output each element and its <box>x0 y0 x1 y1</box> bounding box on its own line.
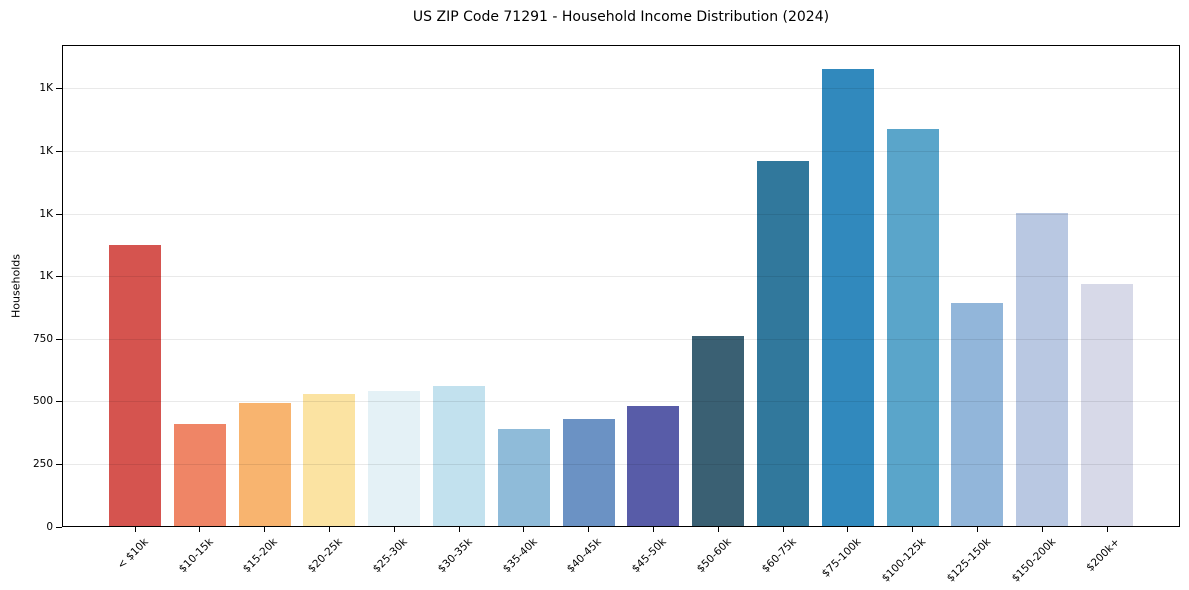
x-tick-mark <box>912 527 914 532</box>
x-tick-mark <box>523 527 525 532</box>
x-tick-label: $100-125k <box>879 536 929 585</box>
y-tick-label: 750 <box>32 332 53 345</box>
y-axis-label: Households <box>9 254 23 318</box>
gridline <box>62 276 1180 278</box>
y-tick-mark <box>56 401 62 403</box>
x-tick-mark <box>976 527 978 532</box>
bar <box>1081 284 1133 527</box>
y-tick-mark <box>56 88 62 90</box>
x-tick-mark <box>588 527 590 532</box>
bar <box>497 429 550 527</box>
bar <box>173 424 226 527</box>
x-tick-mark <box>782 527 784 532</box>
y-tick-mark <box>56 526 62 528</box>
x-tick-label: $25-30k <box>370 536 410 576</box>
gridline <box>62 213 1180 215</box>
x-tick-label: $200k+ <box>1084 536 1123 574</box>
y-tick-mark <box>56 463 62 465</box>
x-tick-mark <box>134 527 136 532</box>
x-tick-mark <box>458 527 460 532</box>
x-tick-mark <box>847 527 849 532</box>
x-tick-label: $10-15k <box>176 536 216 576</box>
y-tick-label: 1K <box>39 207 53 220</box>
chart-title: US ZIP Code 71291 - Household Income Dis… <box>412 9 830 25</box>
y-tick-label: 0 <box>46 520 53 533</box>
x-tick-label: $50-60k <box>694 536 734 576</box>
bar <box>562 419 615 527</box>
bar <box>821 68 874 527</box>
x-tick-label: $75-100k <box>819 536 864 580</box>
x-tick-mark <box>1041 527 1043 532</box>
bar <box>433 385 485 527</box>
bar <box>109 245 161 527</box>
y-tick-mark <box>56 276 62 278</box>
x-tick-label: $60-75k <box>759 536 799 576</box>
y-tick-label: 1K <box>39 82 53 95</box>
plot-area <box>62 45 1180 527</box>
x-tick-label: $15-20k <box>241 536 281 576</box>
x-tick-mark <box>393 527 395 532</box>
gridlines-layer <box>62 45 1180 527</box>
y-tick-label: 1K <box>39 144 53 157</box>
bar <box>303 394 356 527</box>
x-tick-mark <box>717 527 719 532</box>
x-tick-label: < $10k <box>114 536 151 572</box>
gridline <box>62 88 1180 90</box>
gridline <box>62 150 1180 152</box>
gridline <box>62 401 1180 403</box>
x-tick-mark <box>1106 527 1108 532</box>
gridline <box>62 463 1180 465</box>
x-tick-label: $125-150k <box>944 536 993 585</box>
bar <box>368 390 421 527</box>
y-tick-mark <box>56 213 62 215</box>
bar <box>1016 212 1069 527</box>
bar <box>692 335 745 527</box>
bar <box>951 302 1004 527</box>
gridline <box>62 338 1180 340</box>
x-tick-label: $150-200k <box>1009 536 1058 585</box>
y-tick-mark <box>56 338 62 340</box>
x-tick-label: $35-40k <box>500 536 540 576</box>
bar <box>238 403 291 527</box>
y-tick-label: 1K <box>39 270 53 283</box>
x-tick-mark <box>652 527 654 532</box>
bar <box>757 161 809 527</box>
y-tick-label: 250 <box>32 457 53 470</box>
bar <box>886 128 939 527</box>
x-tick-mark <box>328 527 330 532</box>
x-tick-label: $20-25k <box>305 536 345 576</box>
y-tick-mark <box>56 150 62 152</box>
bar <box>627 405 680 527</box>
x-tick-label: $45-50k <box>629 536 669 576</box>
bars-layer <box>62 45 1180 527</box>
x-tick-mark <box>264 527 266 532</box>
x-tick-mark <box>199 527 201 532</box>
x-tick-label: $40-45k <box>565 536 605 576</box>
y-tick-label: 500 <box>32 395 53 408</box>
x-tick-label: $30-35k <box>435 536 475 576</box>
